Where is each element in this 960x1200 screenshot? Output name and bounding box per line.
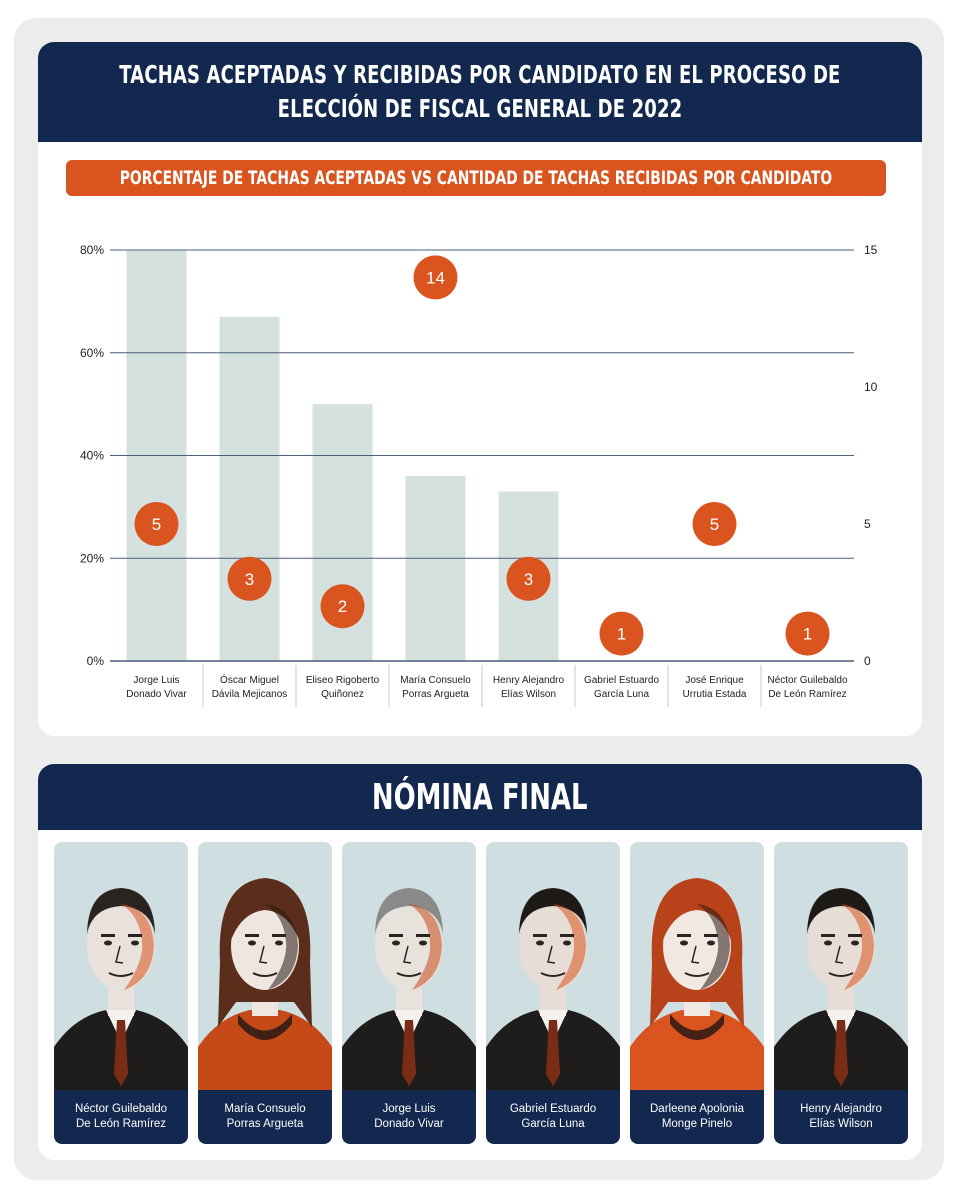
bubble-marker (227, 556, 272, 601)
category-label-line-1: María Consuelo (400, 675, 471, 686)
candidate-name-line-2: Elías Wilson (809, 1118, 873, 1130)
candidate-name-line-1: María Consuelo (224, 1103, 306, 1115)
category-label-line-2: Porras Argueta (402, 689, 469, 700)
candidate-card: Darleene Apolonia Monge Pinelo (630, 842, 764, 1144)
y-right-tick-label: 0 (864, 654, 871, 668)
chart-card: TACHAS ACEPTADAS Y RECIBIDAS POR CANDIDA… (38, 42, 922, 736)
candidate-name-line-1: Néctor Guilebaldo (74, 1103, 168, 1115)
bubble-marker (320, 584, 365, 629)
bar (219, 316, 280, 661)
portrait-illustration (342, 888, 476, 1090)
candidate-name: Néctor Guilebaldo De León Ramírez (54, 1090, 188, 1144)
category-label-line-2: Dávila Mejicanos (212, 689, 288, 700)
portrait-illustration (774, 888, 908, 1090)
category-label-line-1: Henry Alejandro (493, 675, 565, 686)
candidate-name: Jorge Luis Donado Vivar (342, 1090, 476, 1144)
y-left-tick-label: 80% (80, 243, 104, 257)
portrait-illustration (54, 888, 188, 1090)
category-label-line-1: José Enrique (685, 675, 744, 686)
candidate-name-line-2: Monge Pinelo (661, 1118, 733, 1130)
candidate-name-line-2: García Luna (521, 1118, 585, 1130)
category-label-line-2: Donado Vivar (126, 689, 187, 700)
portrait-illustration (630, 878, 764, 1090)
category-label-line-1: Gabriel Estuardo (584, 675, 659, 686)
y-right-tick-label: 5 (864, 517, 871, 531)
candidate-card: María Consuelo Porras Argueta (198, 842, 332, 1144)
category-label-line-2: García Luna (594, 689, 649, 700)
category-label-line-1: Néctor Guilebaldo (767, 675, 847, 686)
bubble-value-label: 1 (803, 625, 812, 644)
bubble-marker (506, 556, 551, 601)
candidate-name-line-1: Henry Alejandro (800, 1103, 882, 1115)
title-bar: TACHAS ACEPTADAS Y RECIBIDAS POR CANDIDA… (38, 42, 922, 142)
candidate-name-line-2: De León Ramírez (75, 1118, 167, 1130)
category-label-line-2: Urrutia Estada (683, 689, 747, 700)
candidate-card: Néctor Guilebaldo De León Ramírez (54, 842, 188, 1144)
category-label-line-2: Quiñonez (321, 689, 364, 700)
candidate-name-line-2: Porras Argueta (226, 1118, 304, 1130)
bubble-marker (785, 611, 830, 656)
bubble-value-label: 1 (617, 625, 626, 644)
nomina-card: NÓMINA FINAL Néctor Guilebaldo De León R… (38, 764, 922, 1160)
portrait-illustration (198, 878, 332, 1090)
candidate-card: Henry Alejandro Elías Wilson (774, 842, 908, 1144)
nomina-bar: NÓMINA FINAL (38, 764, 922, 830)
bubble-marker (134, 502, 179, 546)
candidate-name: Darleene Apolonia Monge Pinelo (630, 1090, 764, 1144)
candidate-list: Néctor Guilebaldo De León Ramírez María … (54, 842, 910, 1144)
bubble-value-label: 2 (338, 597, 347, 616)
bubble-marker (692, 502, 737, 546)
category-label-line-1: Óscar Miguel (220, 673, 279, 686)
subtitle-bar: PORCENTAJE DE TACHAS ACEPTADAS VS CANTID… (66, 160, 886, 196)
candidate-name-line-1: Darleene Apolonia (650, 1103, 744, 1115)
bar (405, 476, 466, 661)
category-label-line-1: Jorge Luis (133, 675, 179, 686)
bubble-marker (413, 255, 458, 300)
y-left-tick-label: 40% (80, 449, 104, 463)
nomina-title: NÓMINA FINAL (372, 776, 588, 818)
candidate-name: María Consuelo Porras Argueta (198, 1090, 332, 1144)
y-right-tick-label: 15 (864, 243, 878, 257)
candidate-name: Henry Alejandro Elías Wilson (774, 1090, 908, 1144)
bubble-value-label: 5 (710, 515, 719, 534)
candidate-card: Gabriel Estuardo García Luna (486, 842, 620, 1144)
bubble-value-label: 3 (524, 570, 533, 589)
candidate-card: Jorge Luis Donado Vivar (342, 842, 476, 1144)
category-label-line-2: De León Ramírez (768, 689, 846, 700)
bubble-marker (599, 611, 644, 656)
bubble-value-label: 14 (426, 268, 445, 287)
bubble-value-label: 5 (152, 515, 161, 534)
category-label-line-1: Eliseo Rigoberto (306, 675, 380, 686)
y-left-tick-label: 0% (87, 654, 105, 668)
y-left-tick-label: 60% (80, 346, 104, 360)
category-label-line-2: Elías Wilson (501, 689, 556, 700)
candidate-name: Gabriel Estuardo García Luna (486, 1090, 620, 1144)
candidate-name-line-2: Donado Vivar (374, 1118, 444, 1130)
bubble-value-label: 3 (245, 570, 254, 589)
candidate-name-line-1: Jorge Luis (382, 1103, 436, 1115)
candidate-name-line-1: Gabriel Estuardo (509, 1103, 597, 1115)
y-right-tick-label: 10 (864, 380, 878, 394)
y-left-tick-label: 20% (80, 551, 104, 565)
portrait-illustration (486, 888, 620, 1090)
page-title-line-2: ELECCIÓN DE FISCAL GENERAL DE 2022 (277, 94, 683, 123)
chart-subtitle: PORCENTAJE DE TACHAS ACEPTADAS VS CANTID… (119, 167, 833, 189)
page-title-line-1: TACHAS ACEPTADAS Y RECIBIDAS POR CANDIDA… (119, 60, 841, 89)
